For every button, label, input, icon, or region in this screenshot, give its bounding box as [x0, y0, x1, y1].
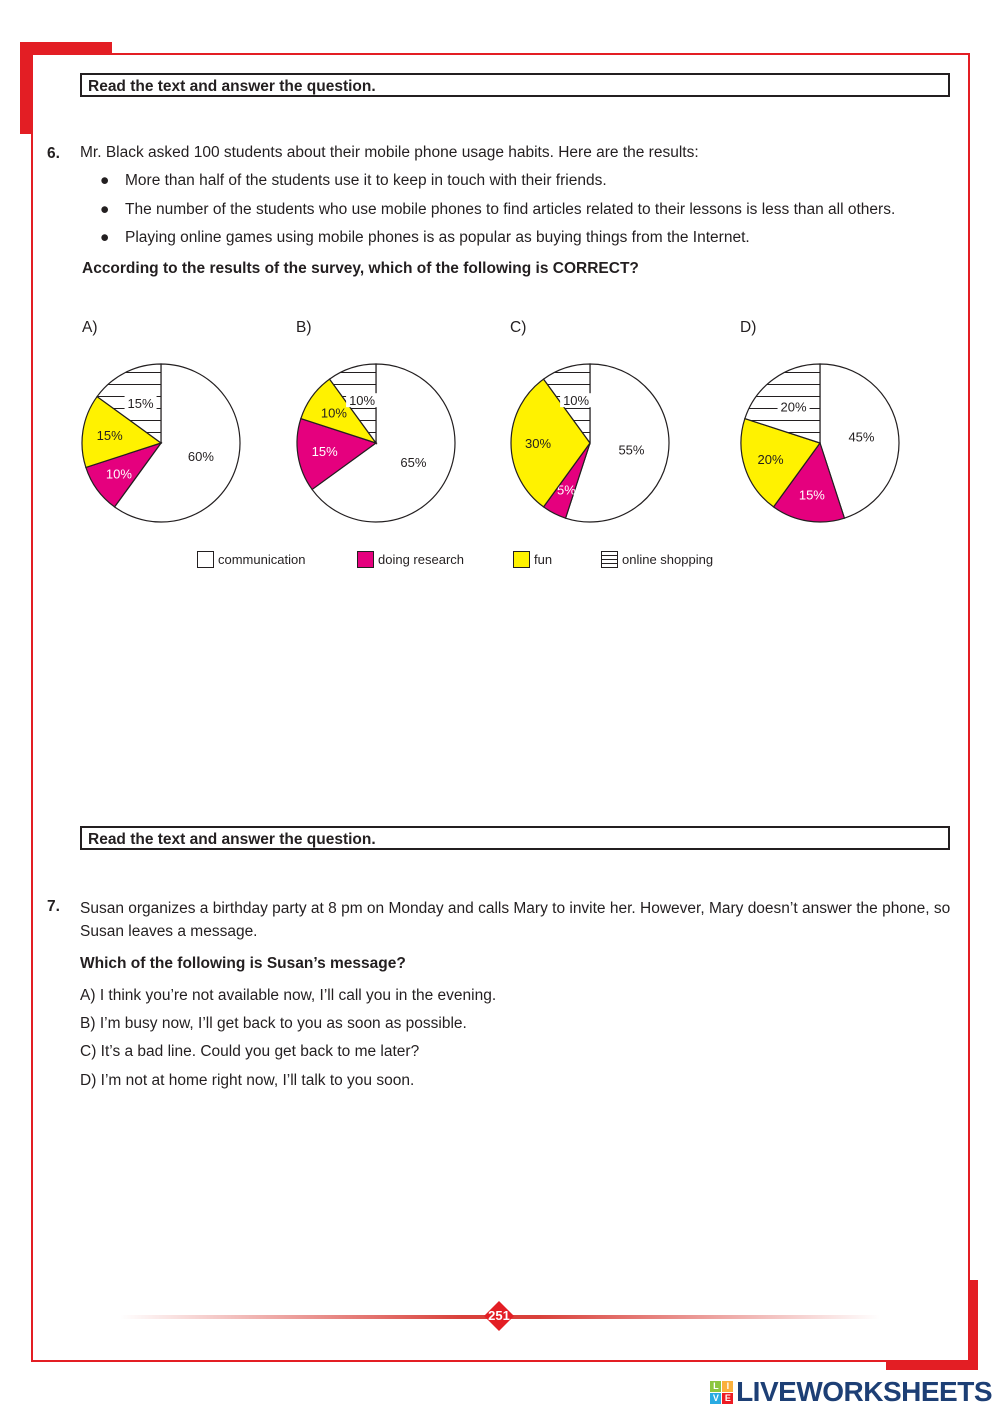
pie-label-fun: 30% [525, 436, 551, 451]
swatch-communication [197, 551, 214, 568]
answer-option-b[interactable]: B) I’m busy now, I’ll get back to you as… [80, 1014, 467, 1034]
label-background [777, 399, 810, 414]
legend-communication: communication [197, 551, 305, 568]
legend-text: online shopping [622, 552, 714, 567]
legend-text: doing research [378, 552, 464, 567]
option-text: It’s a bad line. Could you get back to m… [100, 1043, 420, 1060]
pie-label-fun: 15% [97, 428, 123, 443]
pie-label-doing-research: 5% [557, 482, 576, 497]
swatch-fun [513, 551, 530, 568]
legend-fun: fun [513, 551, 552, 568]
pie-slice-doing-research [772, 441, 846, 523]
pie-label-doing-research: 10% [106, 467, 132, 482]
label-background [346, 393, 379, 408]
corner-accent-right [968, 1280, 978, 1370]
legend-text: communication [218, 552, 306, 567]
bullet-item: The number of the students who use mobil… [125, 201, 896, 218]
bullet-item: More than half of the students use it to… [125, 172, 607, 189]
instruction-box: Read the text and answer the question. [80, 826, 950, 850]
pie-label-online-shopping: 15% [128, 396, 154, 411]
bullet-item: Playing online games using mobile phones… [125, 229, 750, 246]
option-letter: A) [80, 987, 96, 1004]
pie-label-online-shopping: 20% [781, 400, 807, 415]
question-prompt: According to the results of the survey, … [82, 260, 639, 277]
pie-slice-fun [81, 395, 163, 469]
question-stem: Susan organizes a birthday party at 8 pm… [80, 900, 951, 940]
instruction-box: Read the text and answer the question. [80, 73, 950, 97]
pie-label-doing-research: 15% [312, 444, 338, 459]
option-letter: D) [80, 1072, 97, 1089]
legend-doing-research: doing research [357, 551, 464, 568]
pie-slice-fun [740, 417, 821, 508]
option-label-c[interactable]: C) [510, 319, 527, 336]
pie-slice-fun [510, 378, 591, 508]
answer-option-a[interactable]: A) I think you’re not available now, I’l… [80, 986, 496, 1006]
bullet-icon: ● [100, 201, 110, 218]
option-letter: B) [80, 1015, 96, 1032]
option-text: I’m busy now, I’ll get back to you as so… [99, 1015, 467, 1032]
pie-label-doing-research: 15% [799, 487, 825, 502]
pie-label-communication: 45% [848, 429, 874, 444]
pie-slice-communication [311, 363, 456, 523]
page-number: 251 [488, 1308, 510, 1323]
option-label-a[interactable]: A) [82, 319, 98, 336]
answer-option-c[interactable]: C) It’s a bad line. Could you get back t… [80, 1042, 419, 1062]
option-label-b[interactable]: B) [296, 319, 312, 336]
bullet-icon: ● [100, 229, 110, 246]
pie-label-online-shopping: 10% [563, 393, 589, 408]
question-number: 6. [47, 145, 60, 162]
pie-label-online-shopping: 10% [349, 393, 375, 408]
question-number: 7. [47, 898, 60, 915]
legend-online-shopping: online shopping [601, 551, 713, 568]
page-number-diamond [484, 1301, 514, 1331]
corner-accent-bottom [886, 1360, 978, 1370]
pie-charts: 60%10%15%15%65%15%10%10%55%5%30%10%45%15… [81, 363, 900, 523]
swatch-online-shopping [601, 551, 618, 568]
logo-text: LIVEWORKSHEETS [736, 1376, 992, 1407]
label-background [124, 395, 157, 410]
answer-option-d[interactable]: D) I’m not at home right now, I’ll talk … [80, 1071, 414, 1091]
page-border [31, 53, 970, 1362]
option-label-d[interactable]: D) [740, 319, 757, 336]
pie-label-communication: 65% [400, 455, 426, 470]
pie-label-fun: 10% [321, 405, 347, 420]
option-text: I think you’re not available now, I’ll c… [99, 987, 497, 1004]
question-stem: Mr. Black asked 100 students about their… [80, 144, 699, 161]
swatch-doing-research [357, 551, 374, 568]
option-text: I’m not at home right now, I’ll talk to … [100, 1072, 415, 1089]
pie-slice-communication [113, 363, 241, 523]
question-prompt: Which of the following is Susan’s messag… [80, 955, 406, 972]
corner-accent-top [20, 42, 112, 53]
pie-label-fun: 20% [758, 452, 784, 467]
pie-slice-communication [819, 363, 900, 519]
pie-slice-doing-research [296, 417, 378, 491]
bullet-icon: ● [100, 172, 110, 189]
legend-text: fun [534, 552, 553, 567]
pie-label-communication: 55% [618, 443, 644, 458]
option-letter: C) [80, 1043, 97, 1060]
corner-accent-left [20, 42, 31, 134]
label-background [560, 393, 593, 408]
pie-label-communication: 60% [188, 449, 214, 464]
